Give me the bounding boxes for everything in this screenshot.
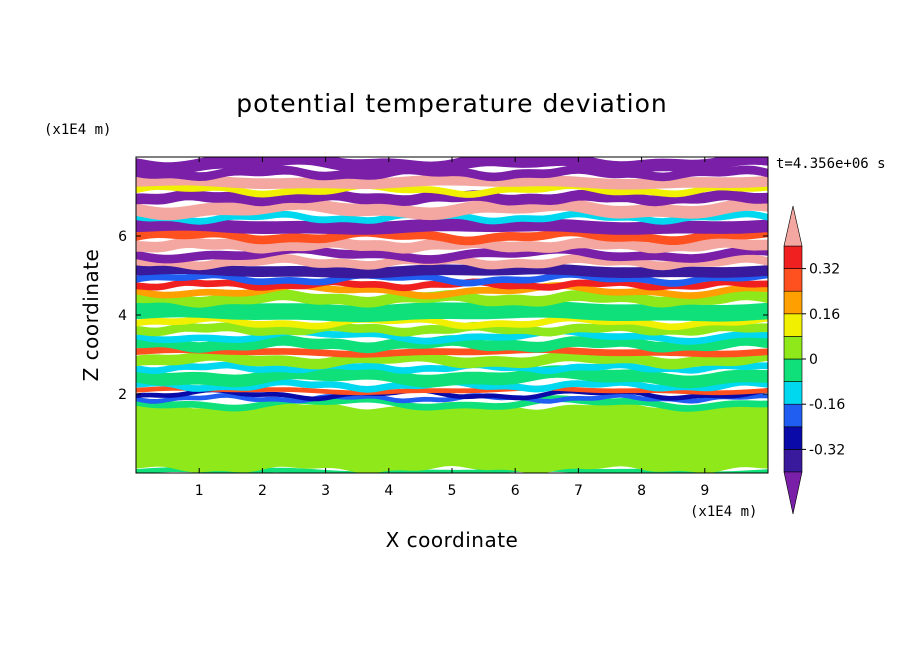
contour-band: [136, 466, 768, 473]
x-tick-label: 9: [700, 483, 709, 499]
colorbar-segment: [783, 449, 803, 473]
colorbar-segment: [783, 290, 803, 315]
colorbar-segment: [783, 245, 803, 269]
colorbar-upper-extension: [783, 205, 803, 247]
colorbar-segment: [783, 358, 803, 382]
colorbar-label: 0.32: [809, 262, 840, 278]
contour-band: [136, 321, 768, 337]
colorbar-label: 0.16: [809, 307, 840, 323]
x-tick-label: 2: [258, 483, 267, 499]
x-tick-label: 1: [195, 483, 204, 499]
contour-band: [136, 263, 768, 279]
x-tick-label: 8: [637, 483, 646, 499]
colorbar-lower-extension: [783, 471, 803, 515]
contour-band: [136, 174, 768, 190]
y-axis-unit: (x1E4 m): [44, 122, 111, 138]
time-label: t=4.356e+06 s: [776, 156, 886, 172]
contour-band: [136, 402, 768, 473]
x-axis-unit: (x1E4 m): [690, 504, 757, 520]
y-tick-label: 6: [118, 229, 127, 245]
colorbar: 0.32 0.16 0 -0.16 -0.32: [783, 205, 845, 515]
x-tick-label: 5: [448, 483, 457, 499]
colorbar-segment: [783, 381, 803, 405]
x-tick-label: 7: [574, 483, 583, 499]
x-tick-label: 3: [321, 483, 330, 499]
y-axis: 2 4 6: [118, 229, 768, 403]
colorbar-segment: [783, 403, 803, 428]
x-axis-label: X coordinate: [386, 528, 519, 552]
contour-band: [136, 210, 768, 225]
contour-band: [136, 392, 768, 404]
contour-band: [136, 218, 768, 235]
contour-band: [136, 385, 768, 396]
contour-band: [136, 182, 768, 198]
x-axis: 1 2 3 4 5 6 7 8 9: [195, 157, 709, 499]
colorbar-label: -0.32: [809, 442, 845, 458]
chart-title: potential temperature deviation: [236, 89, 667, 118]
y-tick-label: 2: [118, 387, 127, 403]
colorbar-label: -0.16: [809, 397, 845, 413]
colorbar-label: 0: [809, 352, 818, 368]
contour-band: [136, 300, 768, 323]
y-tick-label: 4: [118, 308, 127, 324]
y-axis-label: Z coordinate: [79, 249, 103, 382]
contour-band: [136, 157, 768, 175]
contour-band: [136, 361, 768, 375]
contour-band: [136, 346, 768, 358]
x-tick-label: 4: [384, 483, 393, 499]
contour-band: [136, 227, 768, 246]
colorbar-segment: [783, 426, 803, 450]
x-tick-label: 6: [511, 483, 520, 499]
contour-band: [136, 165, 768, 182]
colorbar-segment: [783, 336, 803, 360]
colorbar-segment: [783, 268, 803, 292]
contour-field: [136, 157, 768, 473]
contour-band: [136, 271, 768, 287]
colorbar-segment: [783, 313, 803, 337]
